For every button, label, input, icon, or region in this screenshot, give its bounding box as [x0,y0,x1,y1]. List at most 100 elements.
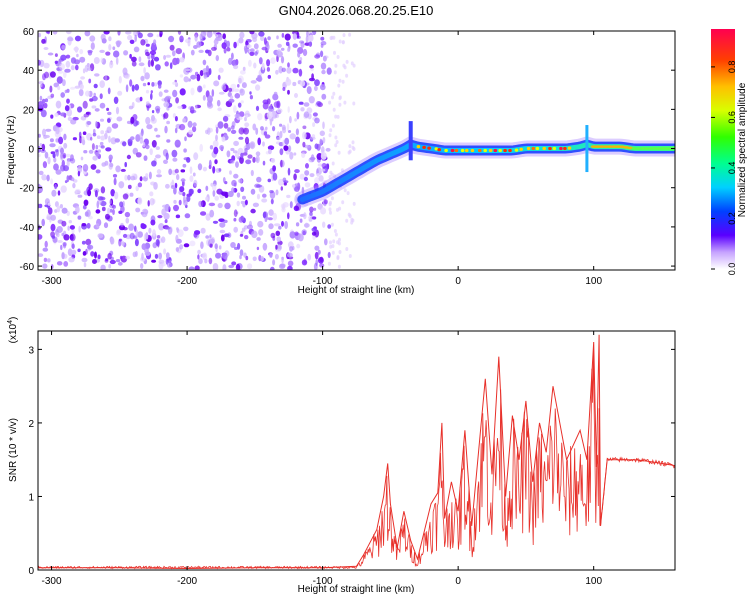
noise-cell [337,150,341,155]
ridge-peak-cell [548,146,552,151]
noise-cell [65,54,71,59]
noise-cell [57,240,63,243]
noise-cell [135,120,140,126]
noise-cell [278,65,284,74]
noise-cell [289,133,296,140]
noise-cell [74,85,81,89]
noise-cell [314,251,319,260]
noise-cell [272,212,277,221]
noise-cell [69,225,75,230]
noise-cell [99,80,105,88]
noise-cell [55,232,60,238]
noise-cell [254,51,258,56]
noise-cell [80,136,85,144]
noise-cell [270,57,276,64]
noise-cell [54,112,59,117]
noise-cell [176,174,180,181]
noise-cell [175,97,180,104]
noise-cell [295,128,299,136]
noise-cell [314,245,320,251]
noise-cell [289,115,292,124]
noise-cell [88,149,94,154]
noise-cell [79,56,86,63]
noise-cell [327,261,331,266]
noise-cell [270,232,276,239]
noise-cell [192,126,197,133]
noise-cell [197,188,202,194]
noise-cell [218,245,222,250]
noise-cell [255,105,260,111]
noise-cell [292,33,297,40]
noise-cell [352,201,356,206]
noise-cell [282,202,289,208]
noise-cell [281,206,286,213]
noise-cell [233,140,240,147]
noise-cell [302,230,306,236]
noise-cell [233,41,237,49]
noise-cell [125,75,130,80]
noise-cell [209,234,212,239]
ridge-peak-cell [464,148,469,153]
noise-cell [230,242,236,248]
noise-cell [307,253,312,261]
noise-cell [45,128,52,132]
noise-cell [77,248,81,253]
noise-cell [302,131,307,140]
noise-cell [166,139,171,143]
noise-cell [44,134,50,139]
ridge-peak-cell [531,146,536,151]
noise-cell [96,223,100,229]
snr-noise-trace [38,351,675,570]
noise-cell [282,126,287,134]
noise-cell [150,59,154,67]
top-x-tick-label: -300 [42,276,62,287]
noise-cell [147,32,154,38]
noise-cell [331,95,334,100]
noise-cell [160,262,166,267]
noise-cell [215,34,219,38]
noise-cell [148,227,152,234]
noise-cell [341,79,345,84]
noise-cell [300,80,306,87]
noise-cell [245,159,252,165]
noise-cell [188,266,195,270]
noise-cell [177,31,182,35]
ridge-peak-cell [498,148,503,153]
noise-cell [175,48,182,55]
noise-cell [205,213,211,221]
noise-cell [274,223,281,227]
noise-cell [81,240,86,245]
spectrogram-frame [37,30,676,271]
noise-cell [233,217,237,222]
noise-cell [333,174,337,179]
noise-cell [63,234,70,241]
noise-cell [268,223,274,230]
noise-cell [221,42,227,49]
top-y-tick-label: -40 [20,223,35,234]
ridge-peak-cell [535,146,540,151]
noise-cell [319,263,325,268]
noise-cell [70,119,77,125]
bottom-y-tick-label: 1 [28,492,34,503]
ridge-peak-cell [427,146,431,150]
noise-cell [287,62,290,68]
noise-cell [202,59,207,66]
noise-cell [306,86,312,95]
noise-cell [49,71,56,78]
noise-cell [147,59,151,68]
noise-cell [122,141,127,147]
noise-cell [320,207,327,215]
noise-cell [155,146,160,151]
noise-cell [134,84,140,91]
noise-cell [238,37,244,44]
ridge-peak-cell [598,145,605,149]
noise-cell [309,206,314,213]
noise-cell [267,74,271,79]
noise-cell [287,260,294,267]
noise-cell [233,226,238,233]
noise-cell [197,85,203,93]
noise-cell [267,36,271,41]
noise-cell [140,75,145,82]
noise-cell [345,247,349,251]
top-x-tick-label: -200 [177,276,197,287]
